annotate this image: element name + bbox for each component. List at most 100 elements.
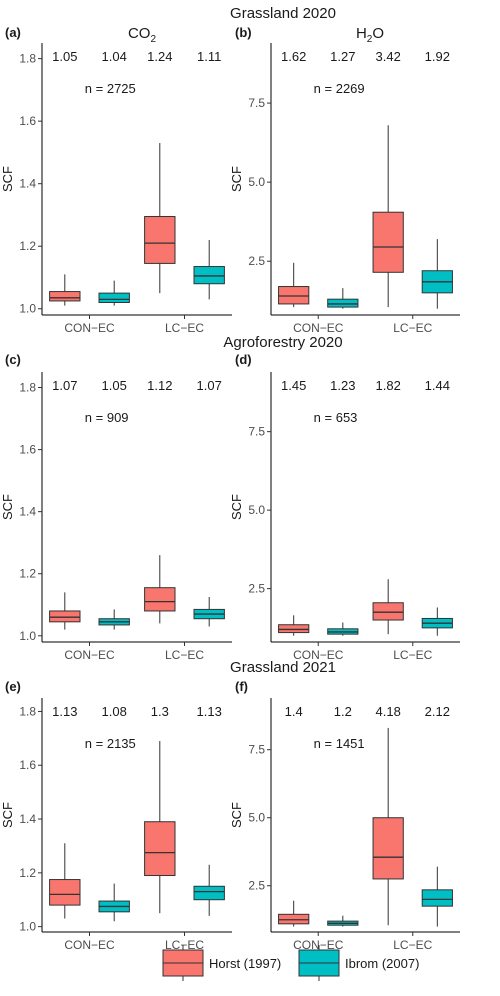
box xyxy=(421,239,453,309)
box xyxy=(98,883,130,922)
box-body xyxy=(372,817,404,880)
panel-a: (a) SCF 1.0 1.2 1.4 1.6 1.8 CON−EC LC−EC 1.05 1.04… xyxy=(0,25,232,335)
n-label: n = 653 xyxy=(314,410,358,425)
mean-label: 1.45 xyxy=(281,378,306,393)
x-tick-label: CON−EC xyxy=(64,648,115,662)
mean-label: 1.07 xyxy=(52,378,77,393)
panel-f: (f) SCF 2.5 5.0 7.5 CON−EC LC−EC 1.4 1.2 4.18 2.12… xyxy=(229,679,460,952)
n-label: n = 1451 xyxy=(314,736,365,751)
panel-b: (b) SCF 2.5 5.0 7.5 CON−EC LC−EC 1.62 1.27 3.42 1.… xyxy=(229,25,460,335)
y-tick-label: 1.4 xyxy=(19,505,36,519)
x-tick-label: CON−EC xyxy=(64,938,115,952)
y-tick-label: 5.0 xyxy=(248,175,265,189)
legend: Horst (1997) Ibrom (2007) xyxy=(162,945,419,981)
y-axis-label: SCF xyxy=(0,802,15,828)
legend-item-horst: Horst (1997) xyxy=(162,945,281,981)
legend-label-horst: Horst (1997) xyxy=(209,956,281,971)
x-tick-label: CON−EC xyxy=(293,648,344,662)
box xyxy=(327,622,359,636)
box xyxy=(327,915,359,927)
y-tick-label: 1.8 xyxy=(19,52,36,66)
x-tick-label: LC−EC xyxy=(165,648,204,662)
n-label: n = 2725 xyxy=(85,81,136,96)
y-tick-label: 1.6 xyxy=(19,758,36,772)
box-body xyxy=(144,216,176,264)
y-tick-label: 1.2 xyxy=(19,567,36,581)
y-tick-label: 5.0 xyxy=(248,503,265,517)
row-title-3: Grassland 2021 xyxy=(230,659,336,676)
legend-item-ibrom: Ibrom (2007) xyxy=(298,945,419,981)
x-tick-label: LC−EC xyxy=(165,321,204,335)
y-axis-label: SCF xyxy=(229,802,244,828)
n-label: n = 2269 xyxy=(314,81,365,96)
y-tick-label: 1.8 xyxy=(19,381,36,395)
box-body xyxy=(49,879,81,906)
y-axis-label: SCF xyxy=(229,494,244,520)
y-axis-label: SCF xyxy=(0,494,15,520)
box xyxy=(193,864,225,916)
row-title-2: Agroforestry 2020 xyxy=(223,334,342,351)
mean-label: 2.12 xyxy=(425,704,450,719)
y-tick-label: 1.4 xyxy=(19,812,36,826)
y-tick-label: 7.5 xyxy=(248,96,265,110)
y-tick-label: 1.0 xyxy=(19,920,36,934)
box-body xyxy=(421,889,453,907)
box xyxy=(144,555,176,624)
x-tick-label: CON−EC xyxy=(293,938,344,952)
x-tick-label: LC−EC xyxy=(393,321,432,335)
mean-label: 1.13 xyxy=(52,704,77,719)
box xyxy=(278,615,310,636)
y-tick-label: 1.2 xyxy=(19,239,36,253)
box xyxy=(49,843,81,919)
x-tick-label: LC−EC xyxy=(393,648,432,662)
box-body xyxy=(49,610,81,623)
panel-label: (f) xyxy=(235,679,248,694)
n-label: n = 909 xyxy=(85,410,129,425)
x-tick-label: CON−EC xyxy=(293,321,344,335)
box xyxy=(193,239,225,300)
x-tick-label: CON−EC xyxy=(64,321,115,335)
box xyxy=(144,741,176,914)
box-body xyxy=(193,266,225,285)
row-title-1: Grassland 2020 xyxy=(230,5,336,22)
mean-label: 1.92 xyxy=(425,49,450,64)
panel-label: (b) xyxy=(235,25,252,40)
box-body xyxy=(144,587,176,612)
mean-label: 1.62 xyxy=(281,49,306,64)
y-tick-label: 2.5 xyxy=(248,879,265,893)
box xyxy=(144,143,176,294)
mean-label: 1.4 xyxy=(285,704,303,719)
box-body xyxy=(278,913,310,925)
panel-e: (e) SCF 1.0 1.2 1.4 1.6 1.8 CON−EC LC−EC 1.13 1.08… xyxy=(0,679,232,952)
y-tick-label: 1.0 xyxy=(19,629,36,643)
y-tick-label: 1.4 xyxy=(19,177,36,191)
panel-d: (d) SCF 2.5 5.0 7.5 CON−EC LC−EC 1.45 1.23 1.82 1.… xyxy=(229,352,460,662)
col-title-co2: CO2 xyxy=(128,25,157,45)
x-tick-label: LC−EC xyxy=(165,938,204,952)
mean-label: 1.07 xyxy=(197,378,222,393)
box xyxy=(278,262,310,308)
panel-c: (c) SCF 1.0 1.2 1.4 1.6 1.8 CON−EC LC−EC 1.07 1.05… xyxy=(0,352,232,662)
panel-label: (e) xyxy=(5,679,21,694)
box-body xyxy=(372,211,404,273)
y-tick-label: 1.2 xyxy=(19,866,36,880)
col-title-h2o: H2O xyxy=(356,25,384,45)
mean-label: 1.24 xyxy=(147,49,172,64)
mean-label: 1.27 xyxy=(330,49,355,64)
y-tick-label: 2.5 xyxy=(248,254,265,268)
box xyxy=(372,727,404,926)
mean-label: 1.08 xyxy=(102,704,127,719)
y-axis-label: SCF xyxy=(0,166,15,192)
box-body xyxy=(144,821,176,877)
mean-label: 1.05 xyxy=(52,49,77,64)
y-tick-label: 1.6 xyxy=(19,114,36,128)
box xyxy=(98,609,130,630)
panel-label: (a) xyxy=(5,25,21,40)
mean-label: 1.13 xyxy=(197,704,222,719)
box xyxy=(193,597,225,627)
box-body xyxy=(98,292,130,303)
y-tick-label: 1.8 xyxy=(19,704,36,718)
box xyxy=(49,592,81,630)
